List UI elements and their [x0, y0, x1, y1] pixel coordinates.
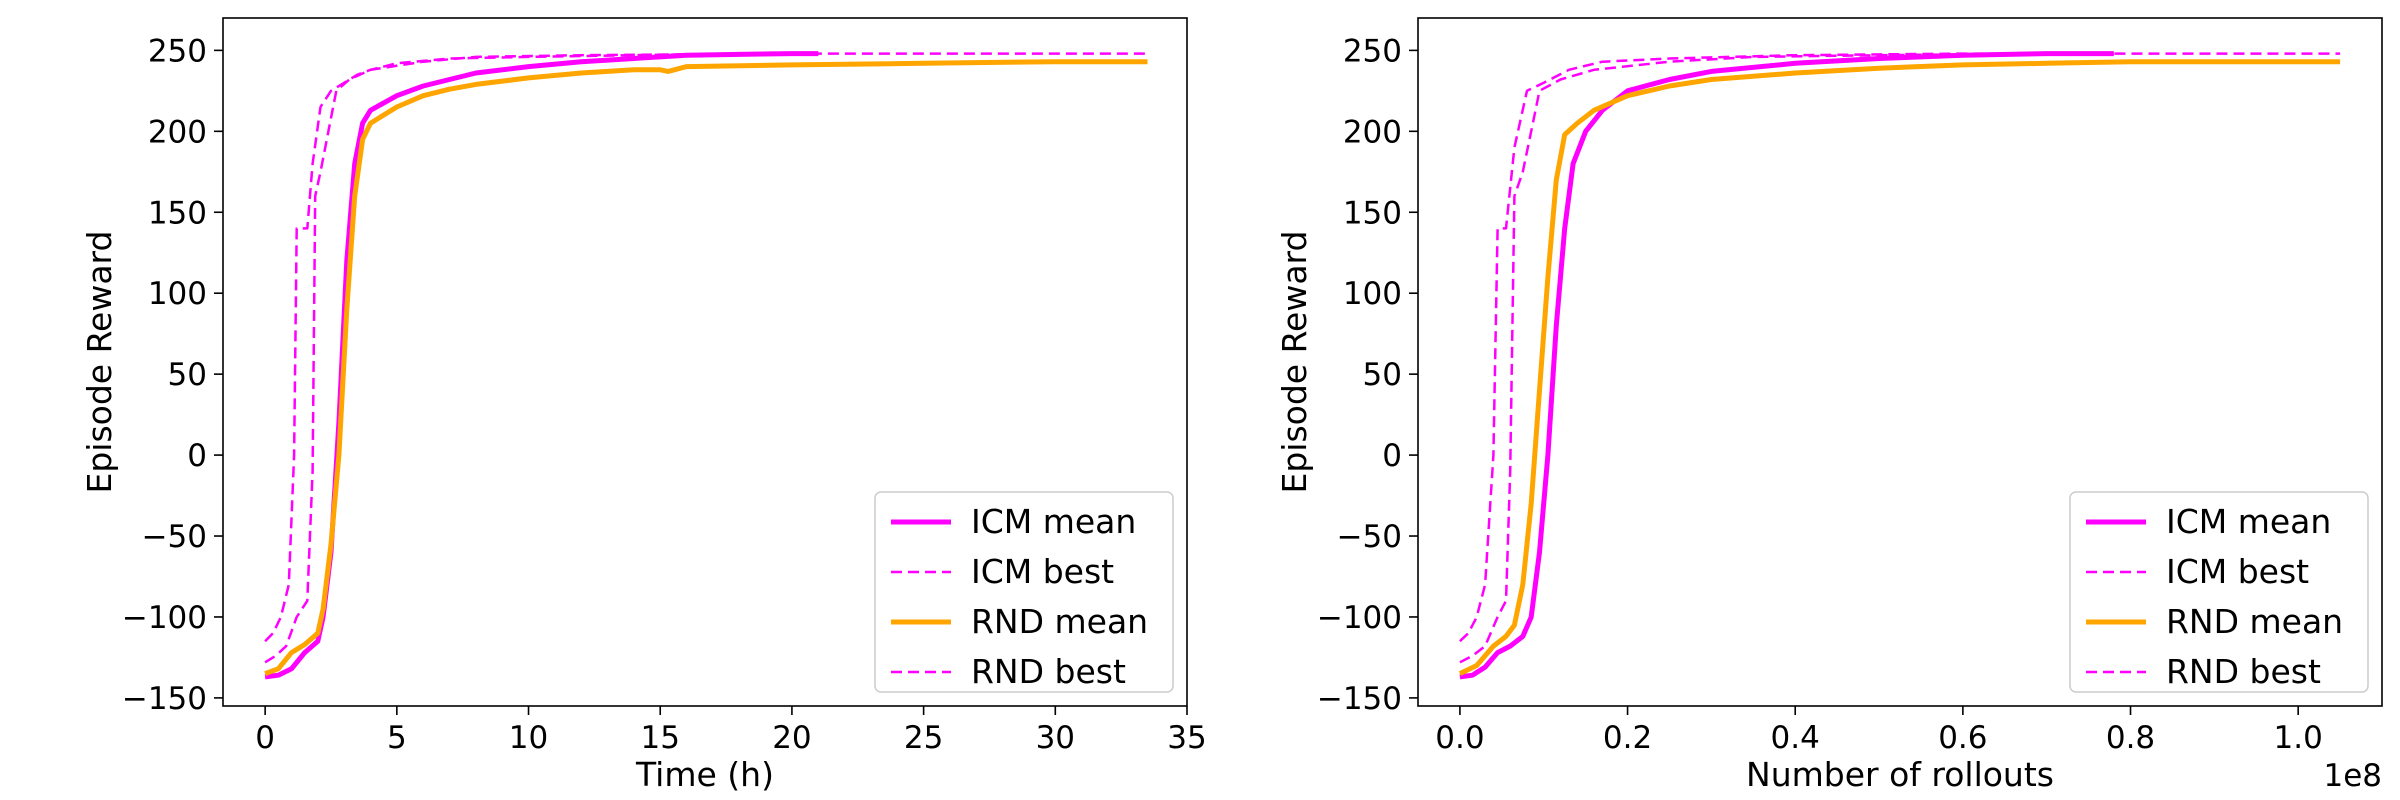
plot-frame [222, 17, 1188, 707]
y-tick-label: 150 [1343, 195, 1402, 231]
y-tick-label: −150 [122, 681, 207, 717]
legend-box [874, 491, 1174, 693]
legend: ICM mean ICM best RND mean RND best [2069, 491, 2369, 693]
y-tick-label: 200 [148, 114, 207, 150]
series-line-rnd-best [1459, 52, 2341, 664]
x-tick-label: 0.4 [1771, 720, 1820, 756]
legend-label: RND mean [2166, 602, 2343, 641]
legend-box [2069, 491, 2369, 693]
series-line-icm-mean [264, 51, 819, 680]
y-tick-label: 50 [1363, 357, 1402, 393]
y-axis-label: Episode Reward [1275, 231, 1314, 494]
plot-frame [1417, 17, 2383, 707]
x-tick-label: 0.8 [2106, 720, 2155, 756]
chart-panel-1: 0 5 10 15 20 25 30 35 −150 −100 −50 0 50 100 150 200 250… [80, 17, 1207, 794]
legend-label: ICM best [2166, 552, 2309, 591]
y-tick-label: 200 [1343, 114, 1402, 150]
legend-label: RND best [971, 652, 1126, 691]
legend-label: ICM best [971, 552, 1114, 591]
y-tick-label: 250 [148, 33, 207, 69]
x-offset-label: 1e8 [2323, 758, 2382, 794]
x-tick-label: 5 [387, 720, 407, 756]
legend: ICM mean ICM best RND mean RND best [874, 491, 1174, 693]
chart-panel-2: 0.0 0.2 0.4 0.6 0.8 1.0 −150 −100 −50 0 50 100 150 20… [1275, 17, 2383, 794]
x-tick-label: 20 [772, 720, 811, 756]
x-tick-label: 35 [1167, 720, 1206, 756]
legend-label: RND best [2166, 652, 2321, 691]
y-tick-label: −50 [1337, 519, 1402, 555]
x-tick-label: 25 [904, 720, 943, 756]
x-axis-label: Time (h) [635, 755, 774, 794]
y-tick-label: 100 [1343, 276, 1402, 312]
y-tick-label: 0 [187, 438, 207, 474]
y-tick-label: 150 [148, 195, 207, 231]
x-tick-label: 10 [509, 720, 548, 756]
series-line-rnd-mean [264, 59, 1148, 676]
x-tick-label: 15 [640, 720, 679, 756]
x-tick-label: 0.0 [1435, 720, 1484, 756]
x-tick-label: 0.6 [1938, 720, 1987, 756]
x-tick-label: 30 [1036, 720, 1075, 756]
x-axis-label: Number of rollouts [1746, 755, 2054, 794]
legend-label: ICM mean [971, 502, 1136, 541]
legend-label: ICM mean [2166, 502, 2331, 541]
legend-label: RND mean [971, 602, 1148, 641]
y-tick-label: −100 [1317, 600, 1402, 636]
x-tick-label: 1.0 [2274, 720, 2323, 756]
x-tick-label: 0.2 [1603, 720, 1652, 756]
y-tick-label: −150 [1317, 681, 1402, 717]
y-axis-label: Episode Reward [80, 231, 119, 494]
y-tick-label: 250 [1343, 33, 1402, 69]
series-line-icm-mean [1459, 51, 2114, 680]
series-line-rnd-best [264, 52, 1148, 664]
series-line-rnd-mean [1458, 59, 2341, 676]
series-line-icm-best [1459, 52, 2114, 643]
y-tick-label: −100 [122, 600, 207, 636]
x-tick-label: 0 [255, 720, 275, 756]
y-tick-label: −50 [142, 519, 207, 555]
y-tick-label: 50 [168, 357, 207, 393]
y-tick-label: 100 [148, 276, 207, 312]
series-line-icm-best [264, 52, 819, 643]
y-tick-label: 0 [1382, 438, 1402, 474]
